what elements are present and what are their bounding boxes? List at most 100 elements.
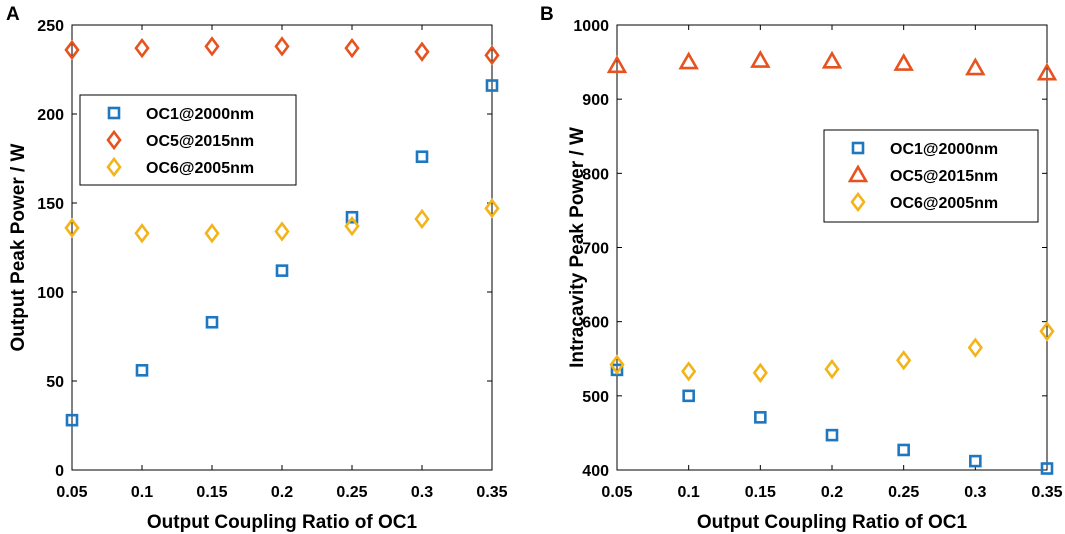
y-axis-label: Output Peak Power / W — [8, 143, 29, 351]
data-point — [824, 358, 840, 380]
data-point — [205, 315, 219, 329]
x-axis-label: Output Coupling Ratio of OC1 — [147, 512, 418, 533]
x-tick-label: 0.05 — [601, 484, 632, 501]
panel-label: B — [540, 4, 554, 25]
y-tick-label: 0 — [55, 463, 64, 480]
data-point — [967, 337, 983, 358]
legend-entry-label: OC6@2005nm — [146, 160, 254, 177]
x-tick-label: 0.1 — [131, 484, 153, 501]
data-point — [274, 221, 290, 242]
legend-box — [79, 94, 297, 186]
y-tick-label: 400 — [582, 463, 609, 480]
data-point — [897, 443, 910, 457]
y-axis-label: Intracavity Peak Power / W — [567, 127, 588, 368]
x-tick-label: 0.3 — [411, 484, 433, 501]
x-tick-label: 0.25 — [336, 484, 367, 501]
y-tick-label: 900 — [582, 92, 609, 109]
data-point — [344, 37, 360, 59]
x-tick-label: 0.3 — [964, 484, 986, 501]
data-point — [1039, 321, 1055, 342]
legend-marker — [850, 191, 866, 213]
data-point — [134, 37, 150, 59]
legend-marker — [106, 156, 122, 178]
data-point — [752, 362, 768, 384]
legend-entry-label: OC6@2005nm — [890, 195, 998, 212]
legend-marker — [851, 141, 865, 155]
plot-area-frame — [71, 24, 493, 471]
panel-a: A 0.05 0.1 0.15 0.2 0.25 0.3 0.35 0 50 100 150 200 25… — [6, 4, 508, 533]
panel-b: B 0.05 0.1 0.15 0.2 0.25 0.3 0.35 400 500 600 700 80… — [540, 4, 1063, 533]
data-point — [414, 208, 430, 230]
y-tick-label: 800 — [582, 166, 609, 183]
y-tick-label: 50 — [46, 374, 64, 391]
series-oc1-2000nm — [65, 79, 499, 427]
x-axis-label: Output Coupling Ratio of OC1 — [697, 512, 968, 533]
y-tick-label: 600 — [582, 315, 609, 332]
data-point — [678, 51, 699, 70]
data-point — [135, 364, 149, 377]
legend-marker — [106, 129, 122, 151]
plot-area-frame — [616, 24, 1048, 471]
data-point — [204, 223, 220, 244]
data-point — [64, 217, 80, 239]
x-tick-label: 0.25 — [888, 484, 919, 501]
x-tick-label: 0.35 — [476, 484, 507, 501]
y-tick-label: 100 — [37, 285, 64, 302]
x-tick-label: 0.2 — [271, 484, 293, 501]
data-point — [274, 36, 290, 57]
x-tick-label: 0.15 — [196, 484, 227, 501]
legend-entry-label: OC1@2000nm — [146, 106, 254, 123]
data-point — [484, 45, 500, 66]
data-point — [681, 361, 697, 382]
series-oc1-2000nm — [610, 363, 1054, 475]
y-tick-label: 700 — [582, 241, 609, 258]
data-point — [821, 50, 843, 69]
data-point — [969, 454, 982, 468]
legend-marker — [847, 164, 869, 183]
data-point — [606, 55, 628, 74]
data-point — [485, 79, 499, 92]
y-tick-label: 500 — [582, 389, 609, 406]
data-point — [344, 215, 360, 237]
legend-entry-label: OC5@2015nm — [146, 133, 254, 150]
x-tick-label: 0.05 — [56, 484, 87, 501]
data-point — [1036, 62, 1058, 81]
data-point — [610, 363, 624, 377]
series-oc6-2005nm — [64, 198, 500, 244]
x-tick-label: 0.2 — [821, 484, 843, 501]
data-point — [609, 354, 625, 375]
data-point — [750, 49, 771, 68]
x-tick-label: 0.1 — [678, 484, 700, 501]
data-point — [682, 389, 695, 403]
data-point — [64, 39, 80, 61]
x-tick-label: 0.15 — [745, 484, 776, 501]
data-point — [484, 198, 500, 219]
data-point — [1040, 462, 1054, 475]
data-point — [965, 57, 986, 76]
data-point — [414, 41, 430, 62]
y-tick-label: 250 — [37, 18, 64, 35]
legend: OC1@2000nm OC5@2015nm OC6@2005nm — [823, 129, 1039, 223]
data-point — [345, 210, 359, 224]
panel-label: A — [6, 4, 20, 25]
y-tick-label: 200 — [37, 107, 64, 124]
data-point — [415, 150, 429, 164]
x-tick-label: 0.35 — [1031, 484, 1062, 501]
data-point — [825, 428, 839, 442]
legend: OC1@2000nm OC5@2015nm OC6@2005nm — [79, 94, 297, 186]
data-point — [134, 223, 150, 244]
data-point — [893, 52, 914, 71]
data-point — [275, 264, 289, 277]
legend-marker — [107, 106, 121, 120]
legend-entry-label: OC5@2015nm — [890, 168, 998, 185]
series-oc5-2015nm — [64, 36, 500, 66]
series-oc5-2015nm — [606, 49, 1058, 81]
series-oc6-2005nm — [609, 321, 1055, 384]
data-point — [896, 350, 912, 371]
legend-entry-label: OC1@2000nm — [890, 141, 998, 158]
y-tick-label: 150 — [37, 196, 64, 213]
data-point — [754, 411, 767, 424]
data-point — [204, 36, 220, 57]
data-point — [65, 413, 79, 427]
